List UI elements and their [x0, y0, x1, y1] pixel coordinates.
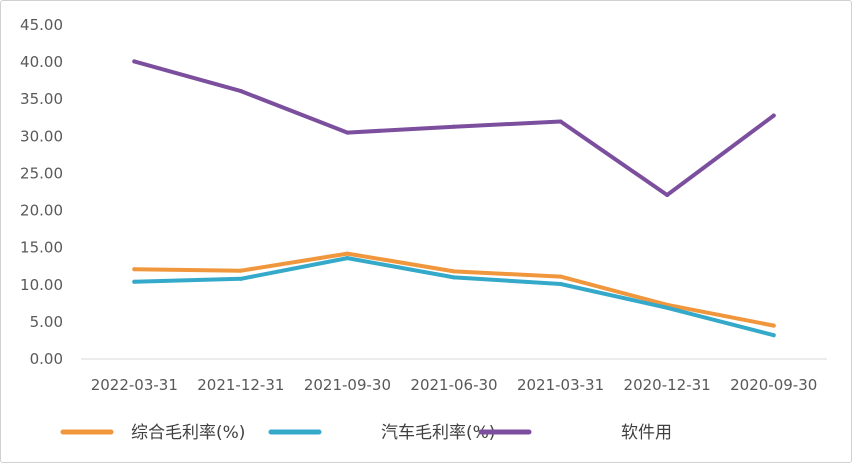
legend-label: 综合毛利率(%): [131, 423, 245, 443]
data-point: [238, 89, 243, 94]
x-tick-label: 2021-09-30: [304, 376, 391, 394]
data-point: [771, 323, 776, 328]
legend: 综合毛利率(%) 汽车毛利率(%) 软件用: [60, 423, 672, 443]
x-tick-label: 2021-06-30: [410, 376, 497, 394]
data-point: [238, 276, 243, 281]
data-point: [132, 267, 137, 272]
y-tick-label: 30.00: [20, 127, 63, 145]
data-point: [665, 192, 670, 197]
x-axis-ticks: 2022-03-31 2021-12-31 2021-09-30 2021-06-30…: [91, 376, 818, 394]
series-line-0: [132, 251, 776, 328]
x-tick-label: 2021-12-31: [197, 376, 284, 394]
y-tick-label: 25.00: [20, 164, 63, 182]
data-point: [345, 130, 350, 135]
y-axis-ticks: 0.00 5.00 10.00 15.00 20.00 25.00 30.00 35.00 40…: [20, 16, 63, 368]
legend-label: 软件用: [621, 423, 672, 443]
y-tick-label: 15.00: [20, 239, 63, 257]
data-point: [771, 333, 776, 338]
y-tick-label: 45.00: [20, 16, 63, 34]
data-point: [345, 251, 350, 256]
x-tick-label: 2020-09-30: [730, 376, 817, 394]
data-point: [452, 275, 456, 280]
x-tick-label: 2020-12-31: [624, 376, 711, 394]
data-point: [558, 119, 563, 124]
y-tick-label: 20.00: [20, 202, 63, 220]
data-point: [771, 113, 776, 118]
data-point: [238, 268, 243, 273]
data-point: [665, 305, 670, 310]
y-tick-label: 5.00: [30, 313, 63, 331]
x-tick-label: 2021-03-31: [517, 376, 604, 394]
y-tick-label: 10.00: [20, 276, 63, 294]
data-point: [132, 59, 137, 64]
y-tick-label: 35.00: [20, 90, 63, 108]
data-point: [452, 269, 456, 274]
legend-label: 汽车毛利率(%): [381, 423, 495, 443]
x-tick-label: 2022-03-31: [91, 376, 178, 394]
data-point: [345, 256, 350, 261]
series-lines: [132, 59, 776, 338]
data-point: [558, 274, 563, 279]
y-tick-label: 0.00: [30, 350, 63, 368]
data-point: [558, 282, 563, 287]
data-point: [452, 124, 456, 129]
data-point: [132, 279, 137, 284]
y-tick-label: 40.00: [20, 53, 63, 71]
